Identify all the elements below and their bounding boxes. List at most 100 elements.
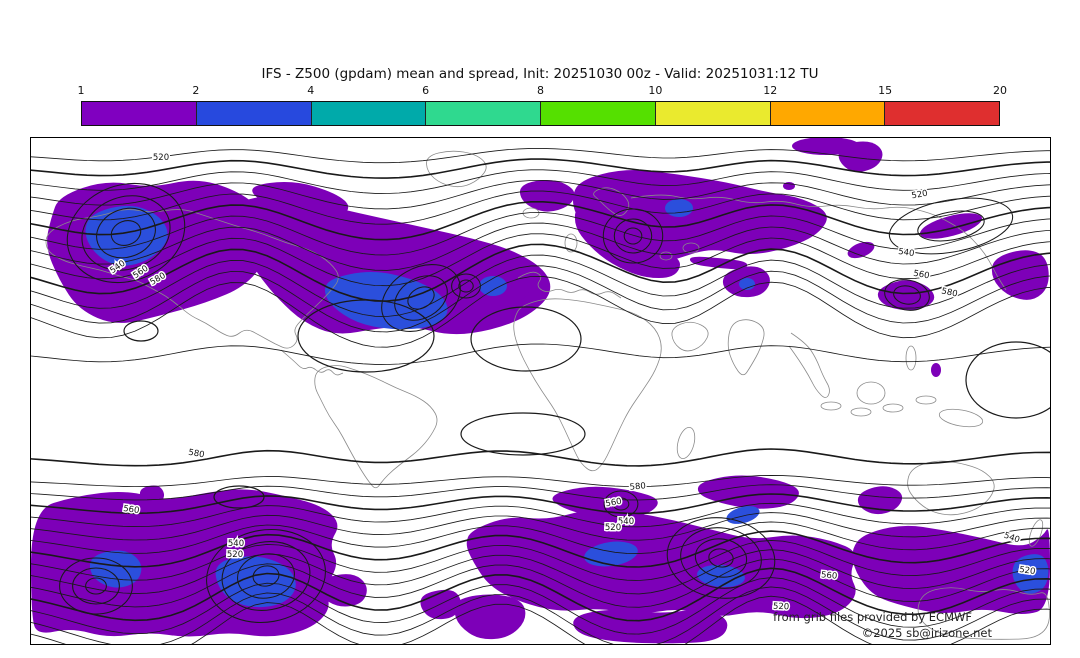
contour-label-560: 560 <box>123 504 140 516</box>
contour-line <box>31 265 1050 333</box>
contour-line <box>31 233 1050 287</box>
coastline-island <box>659 251 673 261</box>
contour-low-rings <box>66 182 186 284</box>
colorbar-segment-10-12 <box>655 102 771 125</box>
spread-region-purple <box>792 138 860 155</box>
contour-line <box>31 567 1050 622</box>
coastline-island <box>882 403 904 413</box>
contour-line <box>31 530 1050 568</box>
colorbar-segment-4-6 <box>311 102 427 125</box>
contour-label-520: 520 <box>773 602 790 613</box>
contour-label-560: 560 <box>605 497 623 510</box>
contour-closed-cell <box>965 341 1050 419</box>
spread-region-purple <box>847 241 875 259</box>
contour-low-rings <box>884 279 930 311</box>
contour-low-rings <box>59 557 133 615</box>
contour-line <box>31 586 1050 644</box>
spread-region-purple <box>232 196 551 335</box>
spread-region-purple <box>931 363 941 377</box>
contour-line <box>31 147 1050 164</box>
credit-irizone: ©2025 sb@irizone.net <box>861 626 992 640</box>
spread-region-purple <box>877 280 935 311</box>
colorbar-bar <box>81 101 1000 126</box>
colorbar-segment-1-2 <box>82 102 197 125</box>
coastline-island <box>905 345 917 371</box>
contour-line <box>31 539 1050 581</box>
colorbar-segment-8-10 <box>541 102 656 125</box>
colorbar-tick-6: 6 <box>422 84 430 97</box>
contour-label-560: 560 <box>821 570 838 581</box>
spread-region-purple <box>689 256 748 270</box>
spread-region-blue <box>479 276 507 296</box>
coastline-island <box>938 408 984 428</box>
contour-line <box>31 595 1050 644</box>
contour-low-rings <box>694 538 748 578</box>
colorbar-segment-6-8 <box>426 102 541 125</box>
credit-ecmwf: from grib files provided by ECMWF <box>773 610 972 624</box>
contour-line <box>31 158 1050 179</box>
contour-low-rings <box>85 577 107 595</box>
contour-line <box>31 211 1050 256</box>
coastline-island <box>856 381 886 405</box>
contour-low-rings <box>237 553 295 599</box>
contour-line <box>31 484 1050 501</box>
spread-colorbar: 1 2 4 6 8 10 12 15 20 <box>78 84 1007 128</box>
contour-label-540: 540 <box>898 247 915 259</box>
spread-region-blue <box>665 199 693 217</box>
coastline-island <box>915 395 937 405</box>
coastline <box>513 298 662 472</box>
spread-region-purple <box>454 594 526 640</box>
contour-line <box>31 275 1050 348</box>
colorbar-tick-12: 12 <box>763 84 778 97</box>
spread-region-purple <box>552 486 658 518</box>
coastline <box>280 349 344 376</box>
contour-label-520: 520 <box>153 153 169 163</box>
world-map: 520 540 560 580 520 540 560 580 580 560 540 520 580 5… <box>30 137 1051 645</box>
coastline <box>907 460 995 516</box>
contour-low-rings <box>407 286 435 310</box>
coastline <box>630 194 1007 291</box>
coastline-island <box>564 233 578 253</box>
coastline-island <box>1028 519 1044 547</box>
contour-line <box>31 474 1050 488</box>
spread-region-purple-annulus <box>606 209 660 263</box>
coastline-island <box>820 401 842 411</box>
colorbar-tick-4: 4 <box>307 84 315 97</box>
colorbar-tick-2: 2 <box>192 84 200 97</box>
contour-low-rings <box>893 285 921 305</box>
contour-low-rings <box>603 490 639 518</box>
coastline-island <box>676 427 696 459</box>
colorbar-segment-2-4 <box>196 102 312 125</box>
contour-low-rings <box>666 517 776 599</box>
contour-line <box>31 512 1050 541</box>
spread-region-purple <box>519 180 575 212</box>
contour-low-rings <box>888 197 1014 255</box>
spread-region-blue <box>584 541 638 567</box>
contour-line <box>31 254 1050 317</box>
contour-closed-cell <box>460 412 586 456</box>
spread-region-blue <box>1012 554 1049 594</box>
contour-line <box>31 222 1050 271</box>
contour-low-rings <box>96 207 156 259</box>
contour-closed-cell <box>297 299 435 373</box>
colorbar-tick-8: 8 <box>537 84 544 97</box>
contour-low-rings <box>680 527 762 589</box>
contour-low-rings <box>394 275 448 321</box>
contour-line <box>31 201 1050 241</box>
contour-label-580: 580 <box>629 481 646 492</box>
contour-low-rings <box>612 497 630 511</box>
colorbar-tick-15: 15 <box>878 84 893 97</box>
contour-line <box>31 169 1050 194</box>
colorbar-tick-20: 20 <box>993 84 1007 97</box>
spread-region-blue <box>85 205 168 266</box>
coastline <box>788 332 830 398</box>
contour-label-540: 540 <box>228 539 244 549</box>
coastline-island <box>850 407 872 417</box>
coastline <box>45 209 339 349</box>
coastline <box>593 187 630 216</box>
contour-closed-cell <box>470 306 582 372</box>
contour-low-rings <box>708 548 734 568</box>
contour-low-rings <box>451 273 481 299</box>
contour-label-520: 520 <box>227 550 243 560</box>
colorbar-segment-15-20 <box>885 102 999 125</box>
